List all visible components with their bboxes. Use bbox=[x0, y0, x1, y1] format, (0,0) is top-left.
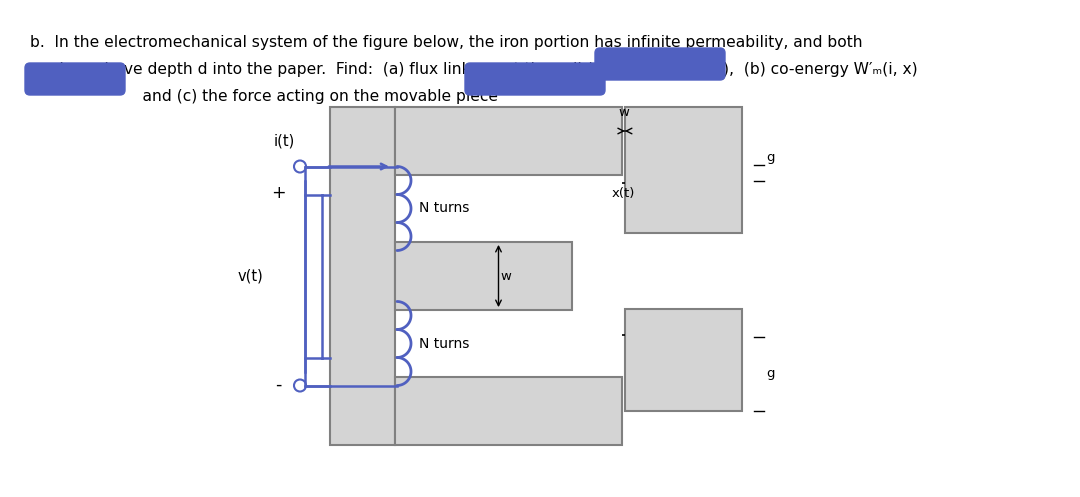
Text: w: w bbox=[500, 269, 511, 282]
Text: g: g bbox=[766, 366, 774, 380]
Bar bbox=[395, 242, 572, 310]
Bar bbox=[625, 309, 742, 411]
Bar bbox=[330, 107, 395, 445]
Bar bbox=[395, 377, 622, 445]
Text: ),  (b) co-energy W′ₘ(i, x): ), (b) co-energy W′ₘ(i, x) bbox=[723, 62, 918, 77]
Text: and (c) the force acting on the movable piece: and (c) the force acting on the movable … bbox=[123, 89, 498, 104]
Text: +: + bbox=[271, 184, 285, 202]
Text: pieces have depth d into the paper.  Find:  (a) flux linkage at the coil (: pieces have depth d into the paper. Find… bbox=[30, 62, 593, 77]
Text: -: - bbox=[274, 376, 281, 394]
Bar bbox=[625, 107, 742, 233]
Text: N turns: N turns bbox=[419, 201, 470, 216]
FancyBboxPatch shape bbox=[595, 48, 725, 80]
FancyBboxPatch shape bbox=[25, 63, 125, 95]
Text: i(t): i(t) bbox=[273, 134, 295, 149]
Text: x(t): x(t) bbox=[611, 187, 635, 200]
Text: v(t): v(t) bbox=[238, 268, 262, 283]
Text: b.  In the electromechanical system of the figure below, the iron portion has in: b. In the electromechanical system of th… bbox=[30, 35, 863, 50]
Text: N turns: N turns bbox=[419, 336, 470, 350]
Text: w: w bbox=[618, 106, 629, 119]
FancyBboxPatch shape bbox=[465, 63, 605, 95]
Text: g: g bbox=[766, 151, 774, 164]
Bar bbox=[395, 107, 622, 175]
